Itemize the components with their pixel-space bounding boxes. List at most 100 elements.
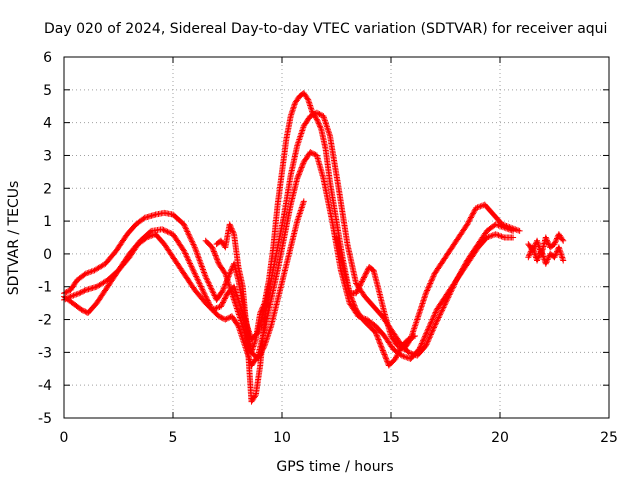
data-point — [544, 257, 551, 264]
data-point — [227, 224, 234, 231]
data-point — [362, 271, 369, 278]
data-point — [383, 357, 390, 364]
data-point — [187, 234, 194, 241]
data-point — [560, 237, 567, 244]
data-point — [161, 227, 168, 234]
data-point — [189, 264, 196, 271]
data-point — [209, 245, 216, 252]
data-point — [359, 278, 366, 285]
data-point — [76, 290, 83, 297]
data-point — [544, 238, 551, 245]
data-point — [420, 337, 427, 344]
data-point — [378, 344, 385, 351]
data-point — [201, 269, 208, 276]
data-point — [430, 324, 437, 331]
data-point — [256, 351, 263, 358]
data-point — [405, 336, 412, 343]
data-point — [227, 222, 234, 229]
data-series — [61, 90, 567, 405]
data-point — [180, 247, 187, 254]
data-point — [313, 109, 320, 116]
data-point — [422, 290, 429, 297]
y-tick-label: 3 — [43, 148, 52, 164]
data-point — [431, 312, 438, 319]
data-point — [187, 261, 194, 268]
y-tick-label: 5 — [43, 83, 52, 99]
data-point — [77, 289, 84, 296]
data-point — [213, 305, 220, 312]
data-point — [211, 292, 218, 299]
data-point — [211, 251, 218, 258]
data-point — [364, 267, 371, 274]
data-point — [380, 350, 387, 357]
data-point — [219, 299, 226, 306]
data-point — [425, 284, 432, 291]
data-point — [543, 259, 550, 266]
data-point — [226, 221, 233, 228]
data-point — [221, 284, 228, 291]
data-point — [552, 252, 559, 259]
data-point — [202, 292, 209, 299]
data-point — [421, 333, 428, 340]
data-point — [379, 347, 386, 354]
data-point — [376, 339, 383, 346]
data-point — [218, 302, 225, 309]
data-point — [195, 253, 202, 260]
data-point — [81, 271, 88, 278]
data-point — [202, 273, 209, 280]
data-point — [193, 274, 200, 281]
data-point — [199, 287, 206, 294]
data-point — [419, 339, 426, 346]
y-tick-label: -2 — [38, 313, 52, 329]
data-point — [209, 244, 216, 251]
data-point — [146, 233, 153, 240]
data-point — [315, 120, 322, 127]
data-point — [165, 229, 172, 236]
data-point — [228, 225, 235, 232]
data-point — [378, 343, 385, 350]
data-point — [190, 267, 197, 274]
data-point — [255, 355, 262, 362]
data-point — [223, 315, 230, 322]
data-point — [492, 231, 499, 238]
data-point — [160, 226, 167, 233]
data-point — [196, 256, 203, 263]
data-point — [377, 341, 384, 348]
data-point — [229, 228, 236, 235]
data-point — [199, 266, 206, 273]
data-point — [87, 268, 94, 275]
data-point — [502, 225, 509, 232]
data-point — [350, 299, 357, 306]
data-point — [219, 288, 226, 295]
data-point — [195, 277, 202, 284]
data-point — [315, 110, 322, 117]
data-point — [422, 342, 429, 349]
data-point — [418, 340, 425, 347]
data-point — [220, 285, 227, 292]
data-point — [439, 305, 446, 312]
data-point — [430, 313, 437, 320]
data-point — [74, 290, 81, 297]
data-point — [373, 332, 380, 339]
data-point — [191, 244, 198, 251]
data-point — [196, 257, 203, 264]
data-point — [408, 334, 415, 341]
data-point — [428, 330, 435, 337]
data-point — [258, 349, 265, 356]
data-point — [544, 256, 551, 263]
data-point — [185, 257, 192, 264]
data-point — [300, 198, 307, 205]
data-point — [182, 225, 189, 232]
data-point — [251, 393, 258, 400]
data-point — [196, 280, 203, 287]
data-point — [432, 309, 439, 316]
data-point — [206, 281, 213, 288]
data-point — [362, 270, 369, 277]
data-point — [384, 358, 391, 365]
data-point — [425, 337, 432, 344]
data-point — [483, 234, 490, 241]
data-point — [313, 116, 320, 123]
chart-title: Day 020 of 2024, Sidereal Day-to-day VTE… — [44, 21, 607, 37]
data-point — [140, 215, 147, 222]
